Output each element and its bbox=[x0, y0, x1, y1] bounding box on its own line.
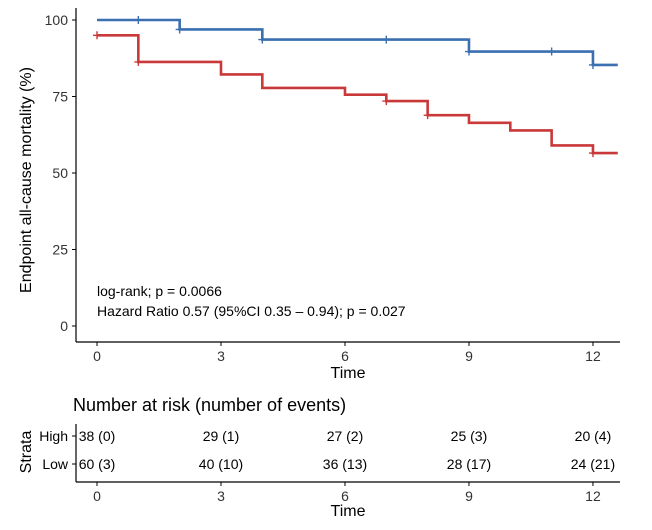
risk-x-tick-label: 6 bbox=[341, 488, 349, 504]
km-x-tick-label: 6 bbox=[341, 348, 349, 364]
km-series-0-censor-mark bbox=[588, 60, 597, 69]
risk-cell: 38 (0) bbox=[79, 428, 116, 444]
km-series-1-curve bbox=[97, 34, 618, 155]
km-y-tick-label: 100 bbox=[45, 12, 69, 28]
hazard-ratio-annotation: Hazard Ratio 0.57 (95%CI 0.35 – 0.94); p… bbox=[97, 303, 406, 319]
risk-strata-label-low: Low bbox=[42, 456, 69, 472]
logrank-annotation: log-rank; p = 0.0066 bbox=[97, 283, 222, 299]
km-x-ticks: 0 3 6 9 12 bbox=[93, 342, 601, 364]
km-y-tick-label: 50 bbox=[52, 165, 68, 181]
risk-cell: 60 (3) bbox=[79, 456, 116, 472]
risk-cell: 27 (2) bbox=[327, 428, 364, 444]
km-series-group bbox=[93, 16, 618, 158]
km-y-tick-label: 25 bbox=[52, 242, 68, 258]
risk-x-tick-label: 9 bbox=[465, 488, 473, 504]
risk-x-axis-title: Time bbox=[331, 503, 366, 520]
km-series-1-censor-mark bbox=[423, 111, 432, 120]
risk-table-strata-title: Strata bbox=[18, 431, 35, 474]
km-plot: Endpoint all-cause mortality (%) 0 25 50 75… bbox=[18, 8, 620, 382]
km-y-axis-title: Endpoint all-cause mortality (%) bbox=[18, 67, 35, 293]
risk-cell: 24 (21) bbox=[571, 456, 615, 472]
km-y-tick-label: 75 bbox=[52, 89, 68, 105]
risk-table: Number at risk (number of events) Strata… bbox=[18, 395, 620, 520]
risk-cell: 29 (1) bbox=[203, 428, 240, 444]
risk-x-tick-label: 12 bbox=[585, 488, 601, 504]
km-x-tick-label: 3 bbox=[217, 348, 225, 364]
km-series-0-censor-mark bbox=[175, 25, 184, 34]
km-series-1-censor-mark bbox=[588, 149, 597, 158]
km-x-tick-label: 0 bbox=[93, 348, 101, 364]
risk-cell: 40 (10) bbox=[199, 456, 243, 472]
km-series-0-censor-mark bbox=[258, 35, 267, 44]
risk-x-tick-label: 3 bbox=[217, 488, 225, 504]
km-series-0-censor-mark bbox=[464, 47, 473, 56]
km-series-0-curve bbox=[97, 18, 618, 67]
km-series-0-censor-mark bbox=[382, 35, 391, 44]
km-x-tick-label: 9 bbox=[465, 348, 473, 364]
km-series-0-censor-mark bbox=[547, 47, 556, 56]
risk-rows: High 38 (0) 29 (1) 27 (2) 25 (3) 20 (4) Low 60 … bbox=[39, 428, 615, 472]
risk-cell: 28 (17) bbox=[447, 456, 491, 472]
km-y-ticks: 0 25 50 75 100 bbox=[45, 12, 76, 334]
risk-x-tick-label: 0 bbox=[93, 488, 101, 504]
risk-strata-label-high: High bbox=[39, 428, 68, 444]
km-series-0-censor-mark bbox=[134, 16, 143, 24]
km-series-1-censor-mark bbox=[134, 57, 143, 66]
risk-cell: 20 (4) bbox=[575, 428, 612, 444]
km-series-1-censor-mark bbox=[382, 97, 391, 106]
risk-x-ticks: 0 3 6 9 12 bbox=[93, 482, 601, 504]
km-series-1-censor-mark bbox=[93, 31, 101, 40]
risk-cell: 25 (3) bbox=[451, 428, 488, 444]
km-y-tick-label: 0 bbox=[60, 318, 68, 334]
km-x-tick-label: 12 bbox=[585, 348, 601, 364]
km-x-axis-title: Time bbox=[331, 365, 366, 382]
risk-cell: 36 (13) bbox=[323, 456, 367, 472]
risk-table-title: Number at risk (number of events) bbox=[73, 395, 346, 415]
